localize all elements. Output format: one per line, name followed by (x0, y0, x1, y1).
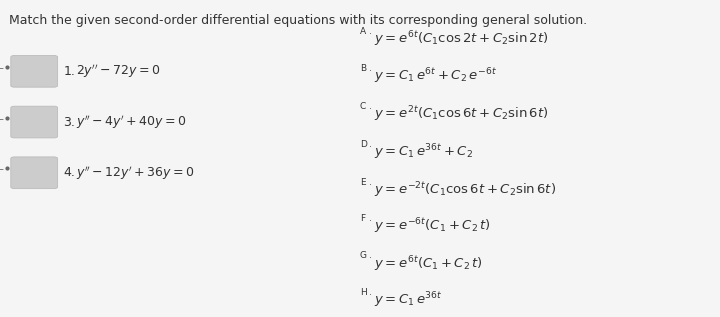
Text: C: C (360, 102, 366, 111)
Text: .: . (369, 214, 372, 223)
FancyBboxPatch shape (11, 106, 58, 138)
Text: .: . (369, 64, 372, 73)
Text: 4.: 4. (63, 166, 75, 179)
Text: .: . (369, 178, 372, 187)
Text: Match the given second-order differential equations with its corresponding gener: Match the given second-order differentia… (9, 14, 587, 27)
FancyBboxPatch shape (11, 157, 58, 189)
Text: .: . (369, 288, 372, 297)
Text: –: – (0, 63, 4, 73)
Text: F: F (360, 214, 365, 223)
Text: A: A (360, 27, 366, 36)
Text: $y = e^{-6t}\left(C_1 + C_2\,t\right)$: $y = e^{-6t}\left(C_1 + C_2\,t\right)$ (374, 217, 491, 236)
Text: .: . (369, 27, 372, 36)
Text: $y = e^{6t}\left(C_1 + C_2\,t\right)$: $y = e^{6t}\left(C_1 + C_2\,t\right)$ (374, 254, 483, 274)
Text: $y = e^{6t}\left(C_1\cos 2t + C_2\sin 2t\right)$: $y = e^{6t}\left(C_1\cos 2t + C_2\sin 2t… (374, 30, 549, 49)
Text: .: . (369, 140, 372, 149)
Text: $y = C_1\,e^{6t} + C_2\,e^{-6t}$: $y = C_1\,e^{6t} + C_2\,e^{-6t}$ (374, 66, 498, 86)
Text: E: E (360, 178, 366, 187)
Text: 1.: 1. (63, 65, 75, 78)
Text: B: B (360, 64, 366, 73)
Text: $y = C_1\,e^{36t}$: $y = C_1\,e^{36t}$ (374, 291, 443, 310)
Text: G: G (360, 251, 367, 260)
Text: $y = C_1\,e^{36t} + C_2$: $y = C_1\,e^{36t} + C_2$ (374, 142, 474, 162)
Text: 3.: 3. (63, 115, 75, 129)
Text: .: . (369, 102, 372, 111)
Text: $y'' - 4y' + 40y = 0$: $y'' - 4y' + 40y = 0$ (76, 113, 186, 131)
FancyBboxPatch shape (11, 55, 58, 87)
Text: –: – (0, 113, 4, 124)
Text: $2y'' - 72y = 0$: $2y'' - 72y = 0$ (76, 62, 160, 80)
Text: .: . (369, 251, 372, 260)
Text: –: – (0, 164, 4, 174)
Text: $y = e^{-2t}\left(C_1\cos 6t + C_2\sin 6t\right)$: $y = e^{-2t}\left(C_1\cos 6t + C_2\sin 6… (374, 180, 557, 200)
Text: D: D (360, 140, 367, 149)
Text: H: H (360, 288, 366, 297)
Text: $y = e^{2t}\left(C_1\cos 6t + C_2\sin 6t\right)$: $y = e^{2t}\left(C_1\cos 6t + C_2\sin 6t… (374, 104, 549, 124)
Text: $y'' - 12y' + 36y = 0$: $y'' - 12y' + 36y = 0$ (76, 164, 194, 182)
